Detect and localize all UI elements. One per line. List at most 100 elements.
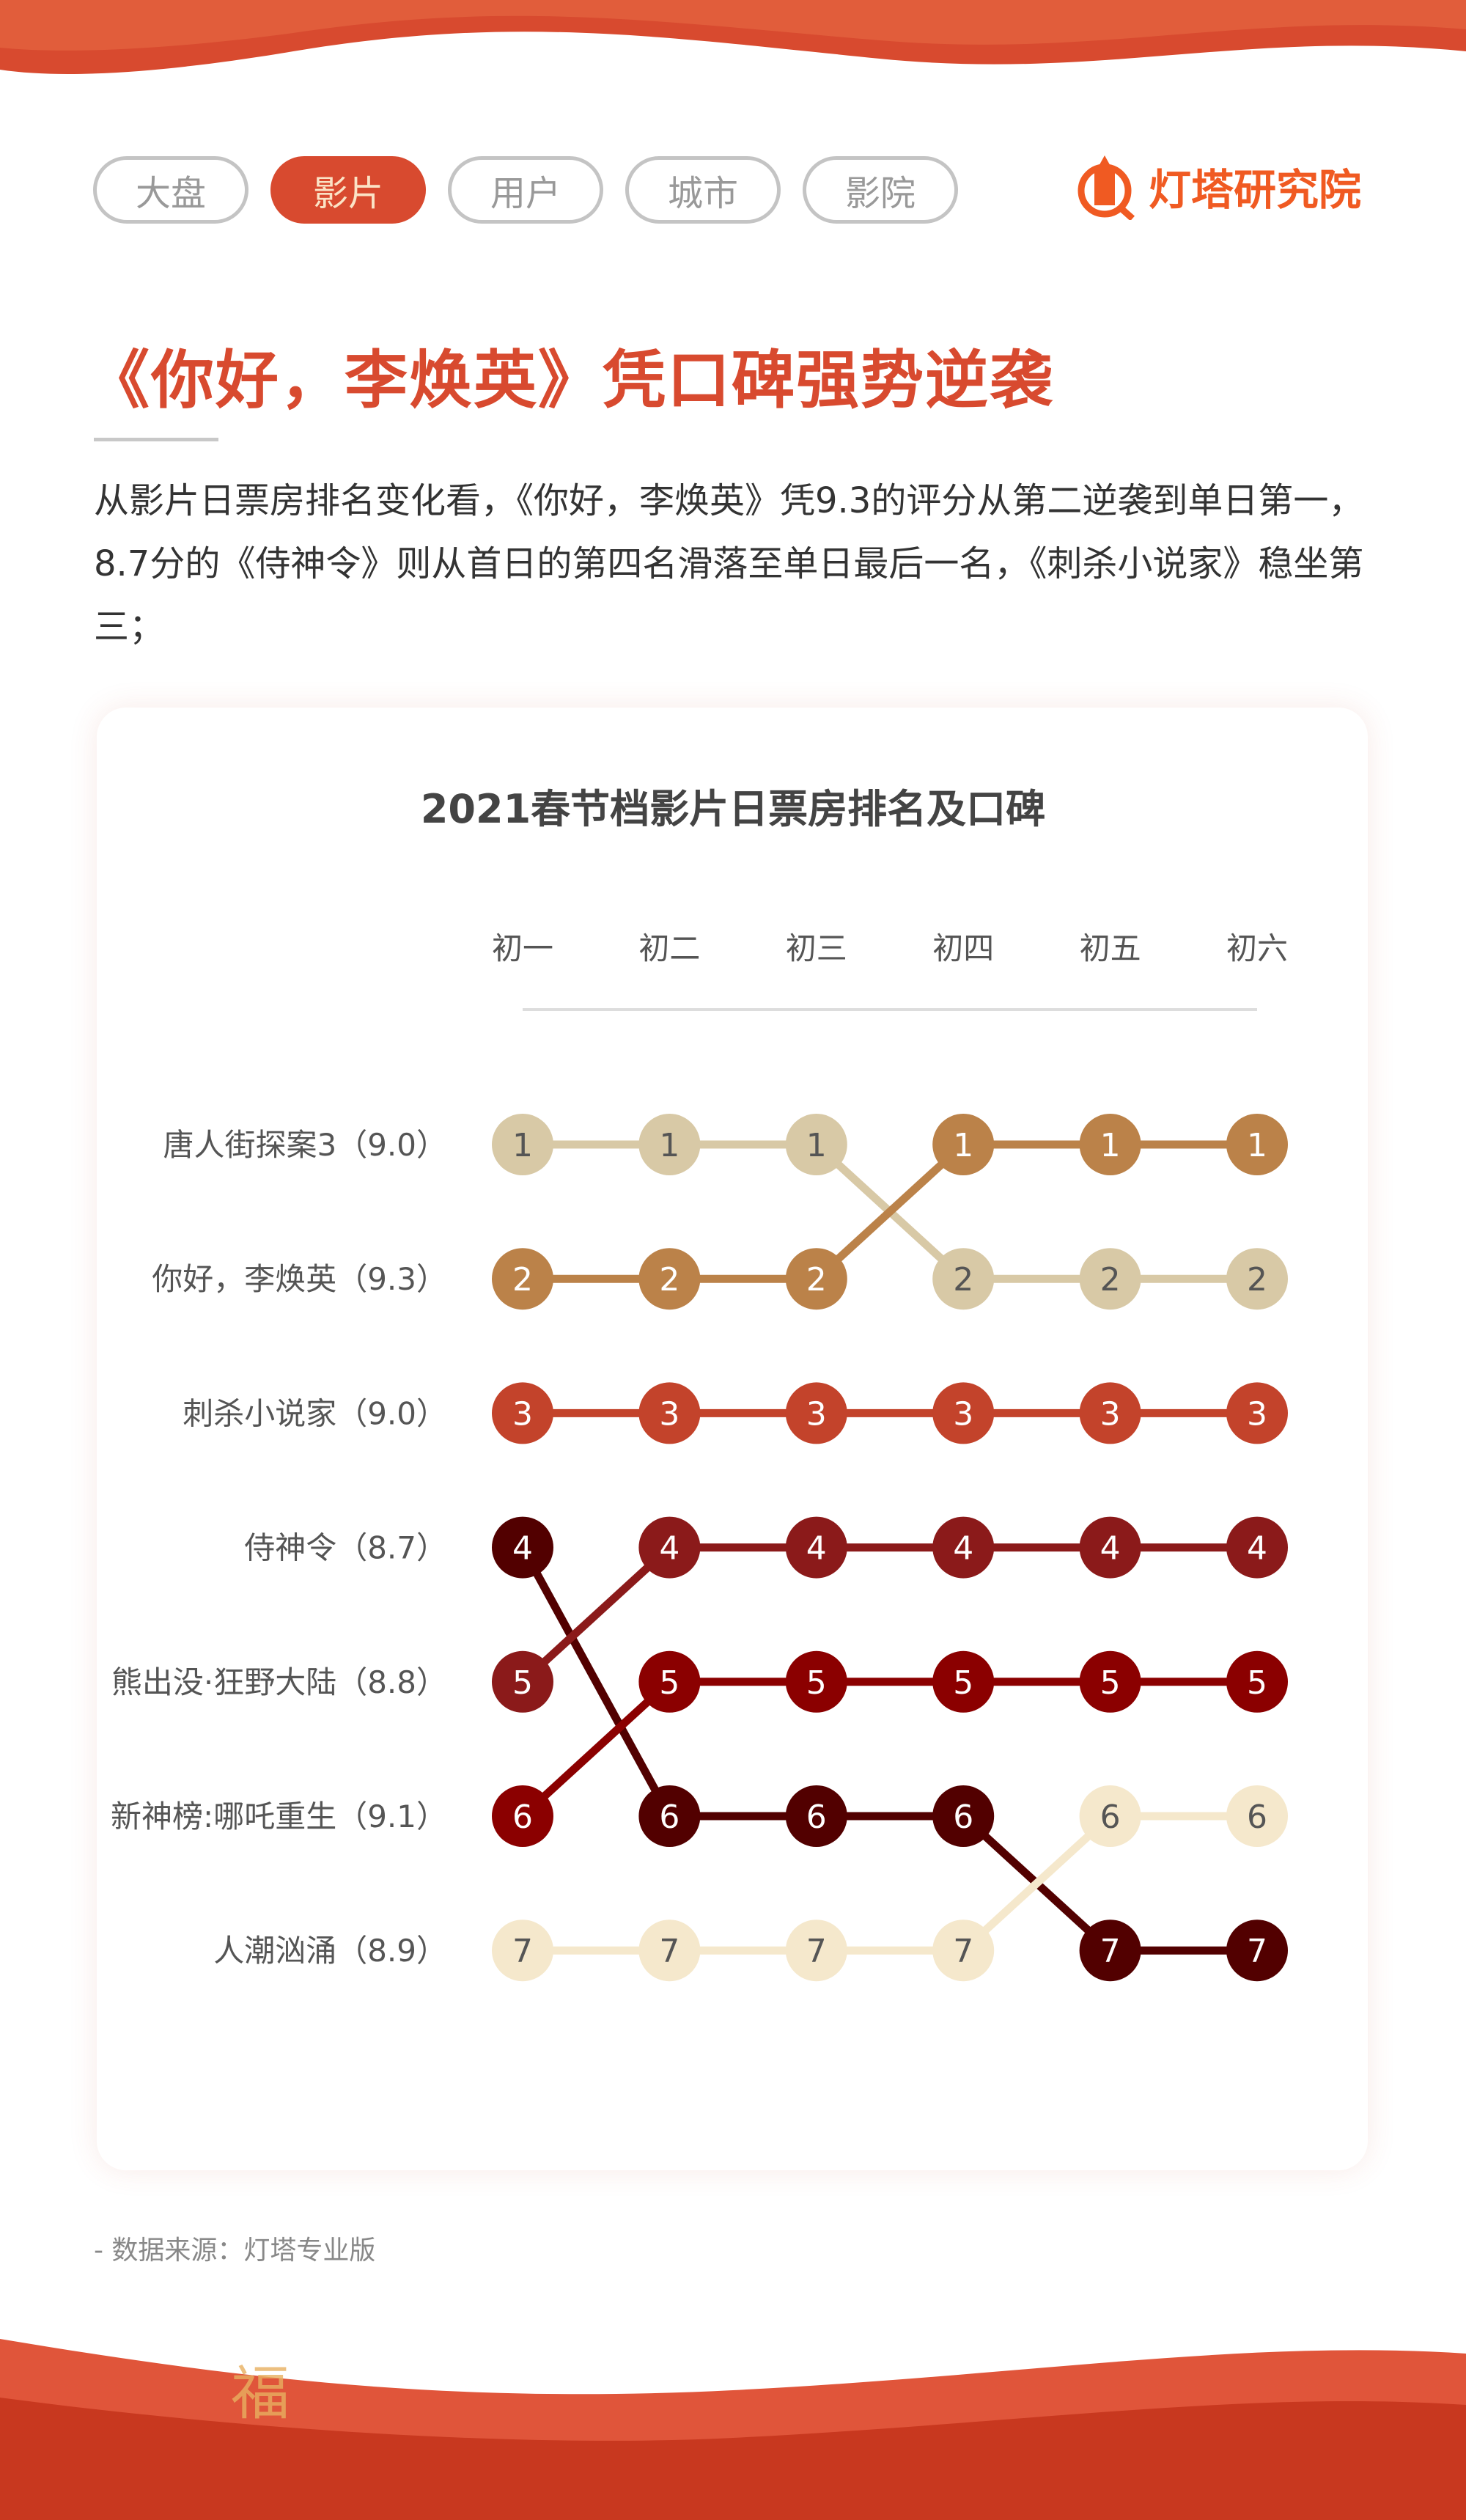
- top-wave-banner: [0, 0, 1466, 74]
- rank-label: 1: [953, 1127, 973, 1164]
- rank-label: 7: [1247, 1933, 1267, 1970]
- rank-label: 7: [512, 1933, 533, 1970]
- rank-point: [1079, 1516, 1141, 1579]
- film-label: 人潮汹涌（8.9）: [213, 1933, 447, 1969]
- rank-label: 4: [953, 1530, 973, 1568]
- rank-point: [785, 1785, 847, 1847]
- rank-label: 7: [953, 1933, 973, 1970]
- lighthouse-logo-icon: [1078, 155, 1135, 220]
- rank-label: 1: [659, 1127, 679, 1164]
- rank-label: 7: [659, 1933, 679, 1970]
- rank-label: 5: [512, 1664, 533, 1702]
- rank-label: 5: [953, 1664, 973, 1702]
- rank-point: [1226, 1785, 1288, 1847]
- rank-label: 1: [512, 1127, 533, 1164]
- rank-label: 2: [1247, 1261, 1267, 1298]
- nav-tabs: 大盘 影片 用户 城市 影院: [93, 156, 958, 224]
- rank-line-segment: [960, 1812, 1113, 1954]
- rank-point: [1079, 1785, 1141, 1847]
- rank-point: [638, 1516, 701, 1579]
- rank-point: [932, 1785, 995, 1847]
- rank-point: [785, 1920, 847, 1982]
- rank-label: 3: [1100, 1395, 1121, 1433]
- rank-label: 6: [806, 1799, 827, 1836]
- rank-point: [785, 1382, 847, 1444]
- logo: 灯塔研究院: [1074, 153, 1361, 220]
- tab-films[interactable]: 影片: [270, 156, 426, 224]
- rank-point: [492, 1650, 553, 1713]
- rank-point: [638, 1650, 701, 1713]
- logo-text: 灯塔研究院: [1149, 165, 1362, 215]
- rank-point: [1226, 1920, 1288, 1982]
- rank-point: [932, 1516, 995, 1579]
- day-label: 初五: [1080, 930, 1141, 966]
- rank-point: [638, 1248, 701, 1310]
- rank-point: [932, 1382, 995, 1444]
- rank-label: 2: [1100, 1261, 1121, 1298]
- rank-label: 6: [659, 1799, 679, 1836]
- tab-users[interactable]: 用户: [448, 156, 603, 224]
- rank-label: 4: [512, 1530, 533, 1568]
- film-label: 侍神令（8.7）: [244, 1530, 447, 1566]
- rank-point: [785, 1516, 847, 1579]
- rank-point: [1079, 1382, 1141, 1444]
- data-source: - 数据来源：灯塔专业版: [94, 2236, 376, 2266]
- rank-point: [638, 1382, 701, 1444]
- tab-cities[interactable]: 城市: [625, 156, 781, 224]
- film-label: 刺杀小说家（9.0）: [183, 1395, 447, 1431]
- day-label: 初二: [638, 930, 700, 966]
- rank-point: [1079, 1114, 1141, 1175]
- film-label: 新神榜:哪吒重生（9.1）: [111, 1799, 447, 1834]
- rank-point: [785, 1248, 847, 1310]
- tab-cinemas[interactable]: 影院: [803, 156, 958, 224]
- rank-point: [638, 1114, 701, 1175]
- rank-label: 3: [806, 1395, 827, 1433]
- rank-line-segment: [814, 1141, 966, 1282]
- rank-point: [1226, 1382, 1288, 1444]
- rank-label: 3: [1247, 1395, 1267, 1433]
- fu-character-decoration: 福: [231, 2359, 290, 2428]
- rank-label: 3: [953, 1395, 973, 1433]
- rank-label: 4: [1247, 1530, 1267, 1568]
- day-label: 初四: [932, 930, 994, 966]
- rank-point: [492, 1920, 553, 1982]
- rank-line-segment: [520, 1544, 673, 1685]
- rank-label: 2: [806, 1261, 827, 1298]
- rank-label: 3: [512, 1395, 533, 1433]
- rank-label: 4: [1100, 1530, 1121, 1568]
- description: 从影片日票房排名变化看，《你好，李焕英》凭9.3的评分从第二逆袭到单日第一，8.…: [94, 480, 1364, 647]
- day-label: 初六: [1226, 930, 1288, 966]
- rank-label: 5: [659, 1664, 679, 1702]
- tab-dapan[interactable]: 大盘: [93, 156, 248, 224]
- rank-label: 7: [806, 1933, 827, 1970]
- rank-point: [1079, 1650, 1141, 1713]
- rank-point: [1226, 1248, 1288, 1310]
- rank-label: 2: [953, 1261, 973, 1298]
- rank-point: [932, 1920, 995, 1982]
- film-label: 熊出没·狂野大陆（8.8）: [111, 1664, 447, 1700]
- rank-point: [1226, 1114, 1288, 1175]
- rank-label: 1: [1247, 1127, 1267, 1164]
- rank-point: [1226, 1650, 1288, 1713]
- bottom-wave-banner: [0, 2339, 1466, 2520]
- rank-point: [932, 1114, 995, 1175]
- rank-point: [785, 1114, 847, 1175]
- rank-label: 5: [1247, 1664, 1267, 1702]
- rank-label: 4: [659, 1530, 679, 1568]
- rank-label: 6: [512, 1799, 533, 1836]
- rank-point: [638, 1785, 701, 1847]
- rank-point: [932, 1248, 995, 1310]
- rank-point: [492, 1382, 553, 1444]
- film-label: 唐人街探案3（9.0）: [163, 1127, 447, 1163]
- rank-point: [785, 1650, 847, 1713]
- chart-card: [97, 708, 1368, 2170]
- page-title: 《你好，李焕英》凭口碑强势逆袭: [86, 344, 1054, 417]
- rank-point: [638, 1920, 701, 1982]
- rank-label: 7: [1100, 1933, 1121, 1970]
- rank-line-segment: [520, 1678, 673, 1820]
- rank-point: [1079, 1920, 1141, 1982]
- rank-point: [1079, 1248, 1141, 1310]
- rank-label: 1: [806, 1127, 827, 1164]
- rank-point: [492, 1785, 553, 1847]
- rank-line-segment: [519, 1545, 674, 1818]
